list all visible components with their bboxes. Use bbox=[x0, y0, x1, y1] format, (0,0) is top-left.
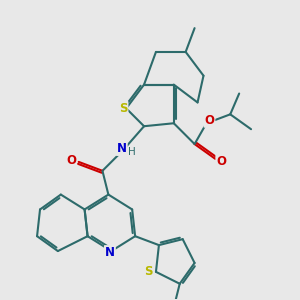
Text: H: H bbox=[128, 147, 135, 158]
Text: N: N bbox=[105, 246, 115, 259]
Text: N: N bbox=[117, 142, 127, 155]
Text: S: S bbox=[144, 266, 153, 278]
Text: O: O bbox=[216, 155, 226, 168]
Text: S: S bbox=[119, 102, 128, 115]
Text: O: O bbox=[204, 114, 214, 127]
Text: O: O bbox=[66, 154, 76, 167]
